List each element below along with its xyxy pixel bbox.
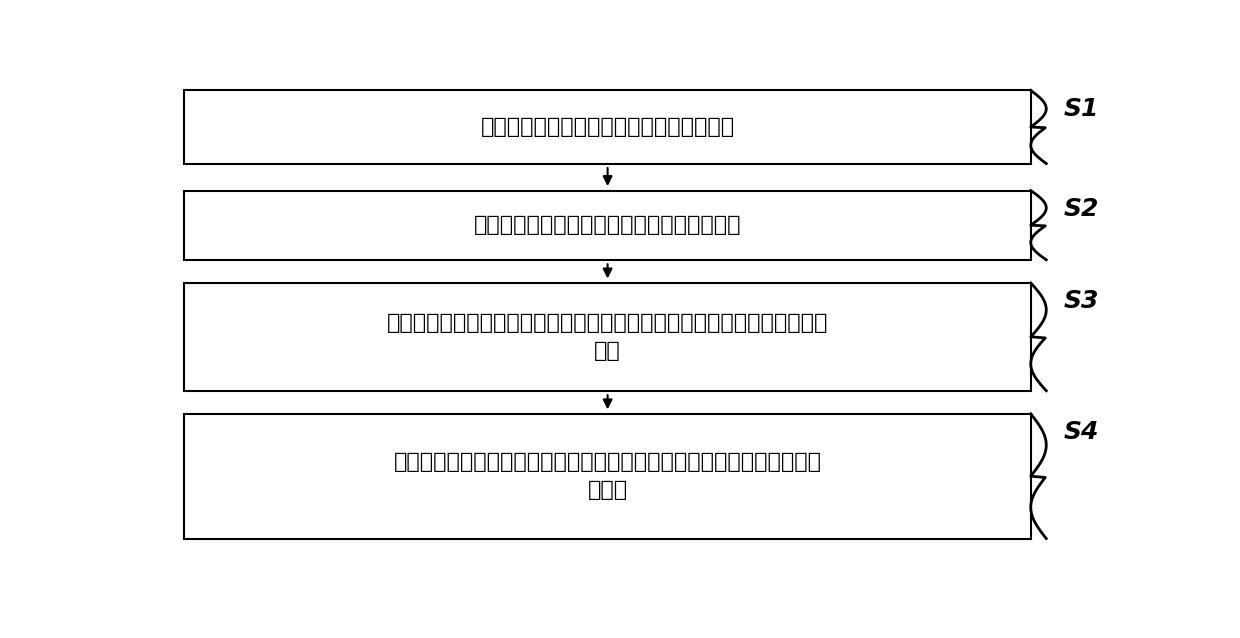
Bar bbox=[185, 414, 1030, 538]
Text: S3: S3 bbox=[1064, 289, 1099, 313]
Text: S1: S1 bbox=[1064, 96, 1099, 121]
Bar bbox=[185, 91, 1030, 163]
Text: S2: S2 bbox=[1064, 197, 1099, 221]
Bar bbox=[185, 283, 1030, 390]
Text: 根据所述修正后差通道信号与所述和通道信号的比值获得所述运动目标的
角度值: 根据所述修正后差通道信号与所述和通道信号的比值获得所述运动目标的 角度值 bbox=[393, 452, 822, 500]
Text: S4: S4 bbox=[1064, 420, 1099, 444]
Text: 获取发射信号在运动目标上反射的回波信号: 获取发射信号在运动目标上反射的回波信号 bbox=[481, 117, 734, 137]
Text: 对所述差通道信号相对于所述和通道信号进行相位修正，获得修正后差通道
信号: 对所述差通道信号相对于所述和通道信号进行相位修正，获得修正后差通道 信号 bbox=[387, 313, 828, 361]
Text: 获取所述回波信号的和通道信号与差通道信号: 获取所述回波信号的和通道信号与差通道信号 bbox=[474, 215, 742, 235]
Bar bbox=[185, 191, 1030, 260]
